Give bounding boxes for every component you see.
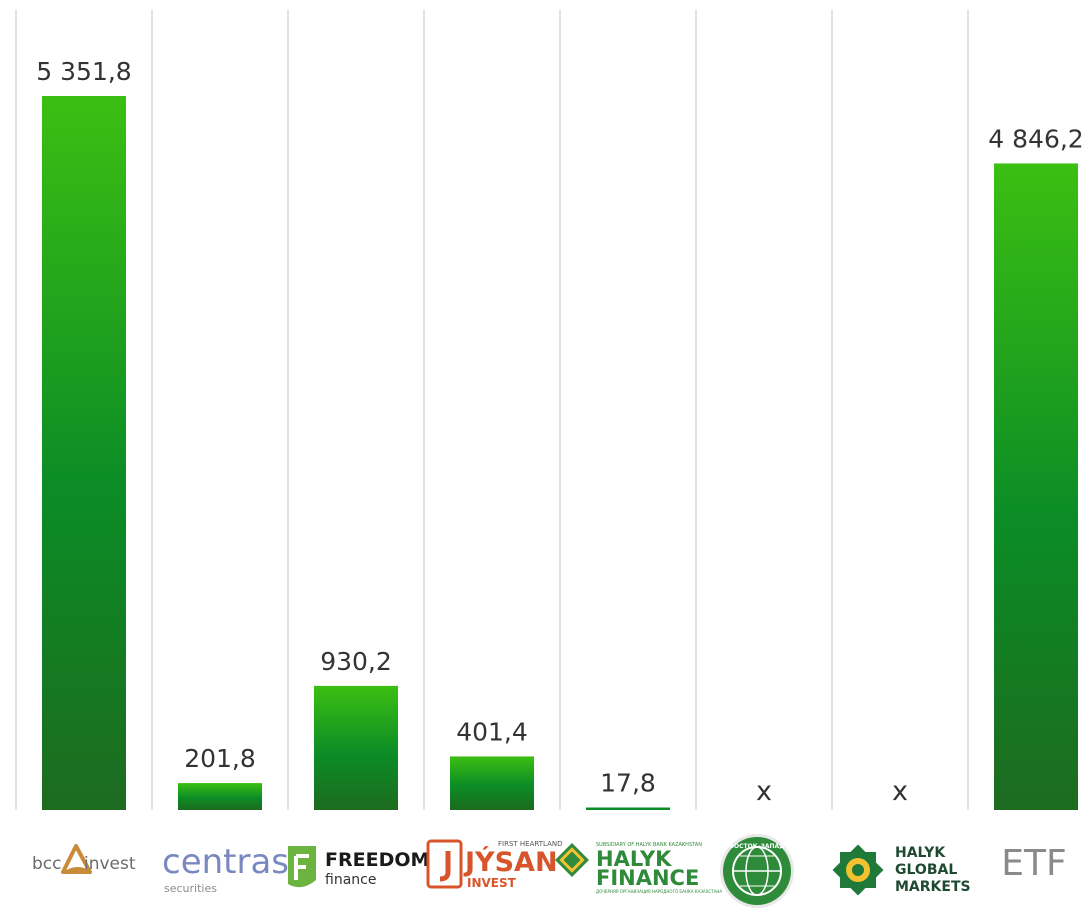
bcc-wordmark: bcc	[32, 854, 61, 874]
halyk-subsidiary-text: SUBSIDIARY OF HALYK BANK KAZAKHSTAN	[596, 842, 702, 848]
halyk-star-icon	[832, 844, 884, 896]
no-data-mark: x	[892, 776, 908, 807]
markets-wordmark: MARKETS	[895, 879, 971, 895]
bar	[42, 96, 126, 810]
grid-lines	[15, 10, 969, 810]
data-label: 17,8	[600, 769, 656, 798]
logo-bcc-invest: bcc invest	[32, 844, 136, 875]
globe-seal-icon	[720, 834, 794, 908]
vostok-zapad-wordmark: ВОСТОК–ЗАПАД	[729, 843, 784, 850]
data-label: 930,2	[320, 647, 392, 676]
halyk-wordmark: HALYK	[895, 845, 946, 861]
freedom-f-icon	[288, 846, 316, 888]
centras-wordmark: centras	[162, 842, 289, 882]
etf-label: ETF	[1001, 843, 1066, 884]
data-label: 4 846,2	[988, 124, 1083, 153]
finance-wordmark: FINANCE	[596, 866, 699, 890]
logo-freedom-finance: FREEDOM finance	[288, 846, 429, 888]
logo-vostok-zapad: ВОСТОК–ЗАПАД	[720, 834, 794, 908]
bar	[994, 163, 1078, 811]
logo-centras-securities: centras securities	[162, 842, 289, 895]
bar	[586, 807, 670, 810]
value-labels-group: 5 351,8 201,8 930,2 401,4 17,8 x x 4 846,2	[36, 57, 1083, 807]
logo-halyk-global-markets: HALYK GLOBAL MARKETS	[832, 844, 971, 896]
bar	[178, 783, 262, 810]
bar	[314, 685, 398, 810]
triangle-logo-icon	[61, 844, 92, 875]
bars-group	[42, 96, 1078, 811]
securities-wordmark: securities	[164, 882, 217, 895]
halyk-tagline: ДОЧЕРНЯЯ ОРГАНИЗАЦИЯ НАРОДНОГО БАНКА КАЗ…	[596, 889, 722, 894]
halyk-wordmark: HALYK	[596, 847, 672, 871]
finance-wordmark: finance	[325, 872, 376, 888]
invest-wordmark: INVEST	[467, 876, 517, 890]
data-label: 201,8	[184, 744, 256, 773]
first-heartland-text: FIRST HEARTLAND	[498, 840, 562, 848]
logo-etf: ETF	[1001, 843, 1066, 884]
data-label: 5 351,8	[36, 57, 131, 86]
freedom-wordmark: FREEDOM	[325, 849, 429, 871]
invest-wordmark: invest	[84, 854, 136, 874]
jysan-wordmark: JÝSAN	[463, 846, 558, 878]
global-wordmark: GLOBAL	[895, 862, 957, 878]
bar	[450, 756, 534, 810]
data-label: 401,4	[456, 717, 528, 746]
halyk-ornament-icon	[555, 843, 589, 877]
jysan-j-icon	[426, 839, 463, 889]
logo-halyk-finance: SUBSIDIARY OF HALYK BANK KAZAKHSTAN HALY…	[555, 842, 722, 894]
no-data-mark: x	[756, 776, 772, 807]
logo-jysan-invest: FIRST HEARTLAND JÝSAN INVEST	[426, 839, 562, 890]
